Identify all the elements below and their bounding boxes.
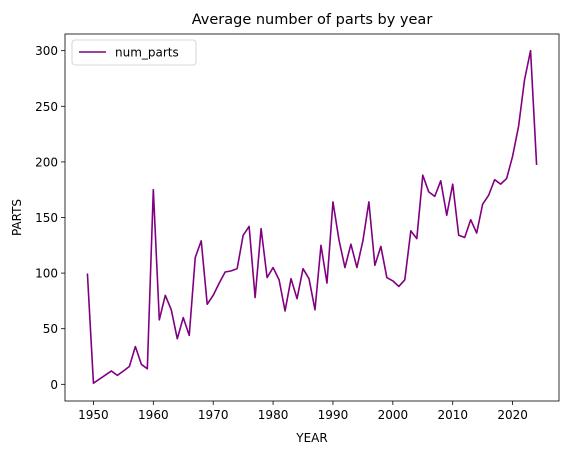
x-tick-label: 2000 (378, 408, 409, 422)
legend-box (71, 39, 197, 66)
x-tick-label: 1990 (318, 408, 349, 422)
legend-label-num-parts: num_parts (115, 46, 179, 60)
y-axis-ticks: 0 50 100 150 200 250 300 (35, 44, 65, 392)
y-tick-label: 200 (35, 155, 58, 169)
series-line-num-parts (86, 49, 538, 385)
y-tick-label: 50 (43, 322, 58, 336)
y-tick-label: 150 (35, 211, 58, 225)
y-axis-label: PARTS (10, 199, 24, 236)
y-tick-label: 300 (35, 44, 58, 58)
x-tick-label: 1970 (198, 408, 229, 422)
x-tick-label: 1980 (258, 408, 289, 422)
y-tick-label: 250 (35, 100, 58, 114)
plot-area (65, 34, 559, 401)
y-tick-label: 0 (50, 378, 58, 392)
chart-title: Average number of parts by year (192, 12, 433, 28)
x-axis-ticks: 1950 1960 1970 1980 1990 2000 2010 2020 (78, 401, 528, 422)
x-tick-label: 2020 (497, 408, 528, 422)
x-axis-label: YEAR (295, 431, 327, 445)
x-tick-label: 2010 (437, 408, 468, 422)
legend: num_parts (71, 39, 197, 66)
plot-frame (64, 33, 560, 402)
x-tick-label: 1960 (138, 408, 169, 422)
x-tick-label: 1950 (78, 408, 109, 422)
y-tick-label: 100 (35, 267, 58, 281)
